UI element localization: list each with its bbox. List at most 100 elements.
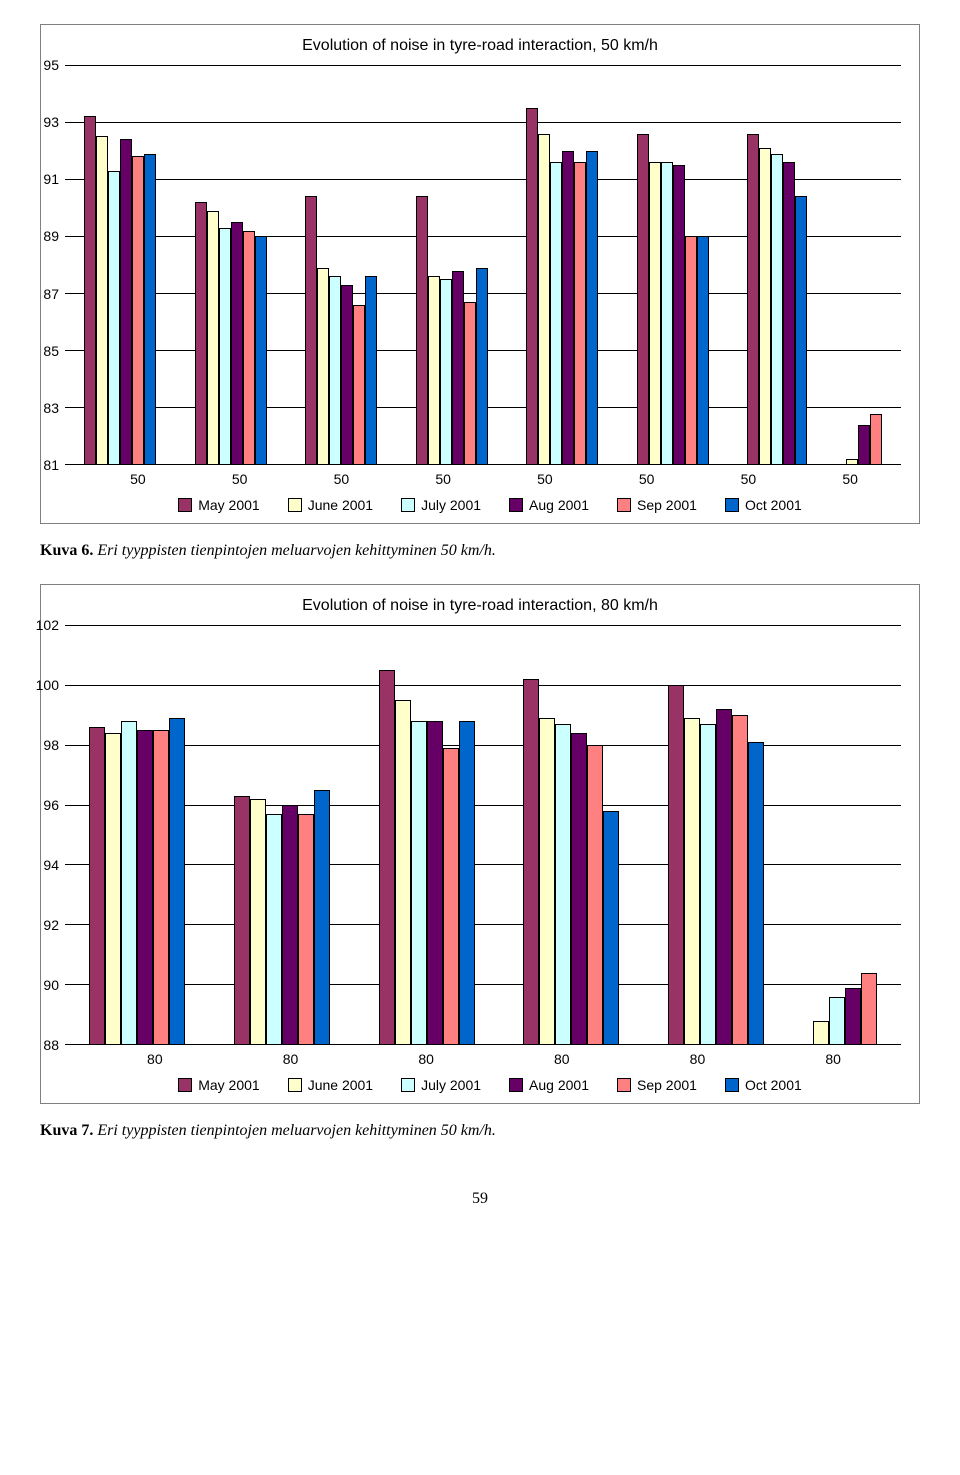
bar-may bbox=[234, 796, 250, 1045]
legend-item-july: July 2001 bbox=[401, 1077, 481, 1093]
x-tick-label: 50 bbox=[639, 471, 655, 487]
legend-label: July 2001 bbox=[421, 497, 481, 513]
caption-50: Kuva 6. Eri tyyppisten tienpintojen melu… bbox=[40, 542, 920, 560]
chart-50-legend: May 2001 June 2001 July 2001 Aug 2001 Sep 20… bbox=[79, 497, 901, 513]
bar-may bbox=[668, 685, 684, 1045]
bar-aug bbox=[120, 139, 132, 465]
bar-group bbox=[84, 116, 156, 465]
bar-group bbox=[747, 134, 807, 465]
legend-swatch bbox=[178, 1078, 192, 1092]
bar-may bbox=[747, 134, 759, 465]
bar-oct bbox=[365, 276, 377, 465]
caption-50-text: Eri tyyppisten tienpintojen meluarvojen … bbox=[97, 542, 496, 559]
bar-aug bbox=[452, 271, 464, 465]
bar-june bbox=[207, 211, 219, 465]
chart-50-groups bbox=[65, 65, 901, 465]
y-tick-label: 83 bbox=[43, 401, 59, 415]
bar-aug bbox=[571, 733, 587, 1045]
legend-label: May 2001 bbox=[198, 497, 259, 513]
x-tick-label: 80 bbox=[418, 1051, 434, 1067]
legend-item-may: May 2001 bbox=[178, 497, 259, 513]
legend-swatch bbox=[509, 1078, 523, 1092]
bar-oct bbox=[603, 811, 619, 1045]
y-tick-label: 91 bbox=[43, 172, 59, 186]
caption-50-label: Kuva 6. bbox=[40, 542, 93, 559]
bar-group bbox=[195, 202, 267, 465]
bar-july bbox=[829, 997, 845, 1045]
bar-july bbox=[550, 162, 562, 465]
legend-label: Aug 2001 bbox=[529, 497, 589, 513]
bar-sep bbox=[732, 715, 748, 1045]
bar-sep bbox=[298, 814, 314, 1045]
y-tick-label: 100 bbox=[36, 678, 59, 692]
x-tick-label: 50 bbox=[537, 471, 553, 487]
chart-50-bars bbox=[65, 65, 901, 465]
bar-june bbox=[539, 718, 555, 1045]
bar-may bbox=[416, 196, 428, 465]
bar-sep bbox=[685, 236, 697, 465]
x-tick-label: 80 bbox=[825, 1051, 841, 1067]
bar-aug bbox=[282, 805, 298, 1045]
bar-group bbox=[813, 973, 877, 1045]
legend-swatch bbox=[725, 498, 739, 512]
chart-50-frame: Evolution of noise in tyre-road interact… bbox=[40, 24, 920, 524]
legend-item-may: May 2001 bbox=[178, 1077, 259, 1093]
bar-group bbox=[305, 196, 377, 465]
legend-label: Oct 2001 bbox=[745, 497, 802, 513]
bar-june bbox=[649, 162, 661, 465]
legend-swatch bbox=[178, 498, 192, 512]
bar-aug bbox=[231, 222, 243, 465]
bar-june bbox=[813, 1021, 829, 1045]
x-tick-label: 50 bbox=[741, 471, 757, 487]
bar-june bbox=[96, 136, 108, 465]
legend-label: Sep 2001 bbox=[637, 497, 697, 513]
legend-item-sep: Sep 2001 bbox=[617, 1077, 697, 1093]
legend-label: Sep 2001 bbox=[637, 1077, 697, 1093]
legend-item-sep: Sep 2001 bbox=[617, 497, 697, 513]
bar-sep bbox=[153, 730, 169, 1045]
x-tick-label: 50 bbox=[842, 471, 858, 487]
legend-item-june: June 2001 bbox=[288, 1077, 373, 1093]
bar-oct bbox=[697, 236, 709, 465]
bar-sep bbox=[574, 162, 586, 465]
bar-july bbox=[329, 276, 341, 465]
x-tick-label: 80 bbox=[690, 1051, 706, 1067]
bar-aug bbox=[858, 425, 870, 465]
bar-group bbox=[416, 196, 488, 465]
y-tick-label: 98 bbox=[43, 738, 59, 752]
legend-item-oct: Oct 2001 bbox=[725, 497, 802, 513]
bar-may bbox=[379, 670, 395, 1045]
caption-80: Kuva 7. Eri tyyppisten tienpintojen melu… bbox=[40, 1122, 920, 1140]
bar-group bbox=[234, 790, 330, 1045]
bar-may bbox=[526, 108, 538, 465]
bar-july bbox=[266, 814, 282, 1045]
y-tick-label: 90 bbox=[43, 978, 59, 992]
bar-june bbox=[684, 718, 700, 1045]
bar-may bbox=[195, 202, 207, 465]
bar-group bbox=[846, 414, 882, 465]
legend-swatch bbox=[401, 1078, 415, 1092]
bar-sep bbox=[587, 745, 603, 1045]
y-tick-label: 95 bbox=[43, 58, 59, 72]
bar-oct bbox=[586, 151, 598, 465]
legend-swatch bbox=[617, 498, 631, 512]
bar-group bbox=[668, 685, 764, 1045]
bar-aug bbox=[845, 988, 861, 1045]
chart-80-title: Evolution of noise in tyre-road interact… bbox=[59, 597, 901, 615]
legend-item-june: June 2001 bbox=[288, 497, 373, 513]
chart-80-legend: May 2001June 2001July 2001Aug 2001Sep 20… bbox=[79, 1077, 901, 1093]
bar-aug bbox=[562, 151, 574, 465]
y-tick-label: 89 bbox=[43, 229, 59, 243]
legend-item-oct: Oct 2001 bbox=[725, 1077, 802, 1093]
bar-june bbox=[105, 733, 121, 1045]
bar-group bbox=[379, 670, 475, 1045]
bar-oct bbox=[795, 196, 807, 465]
legend-swatch bbox=[288, 498, 302, 512]
bar-july bbox=[121, 721, 137, 1045]
bar-june bbox=[759, 148, 771, 465]
bar-july bbox=[555, 724, 571, 1045]
legend-item-july: July 2001 bbox=[401, 497, 481, 513]
x-tick-label: 80 bbox=[147, 1051, 163, 1067]
caption-80-text: Eri tyyppisten tienpintojen meluarvojen … bbox=[97, 1122, 496, 1139]
bar-aug bbox=[137, 730, 153, 1045]
